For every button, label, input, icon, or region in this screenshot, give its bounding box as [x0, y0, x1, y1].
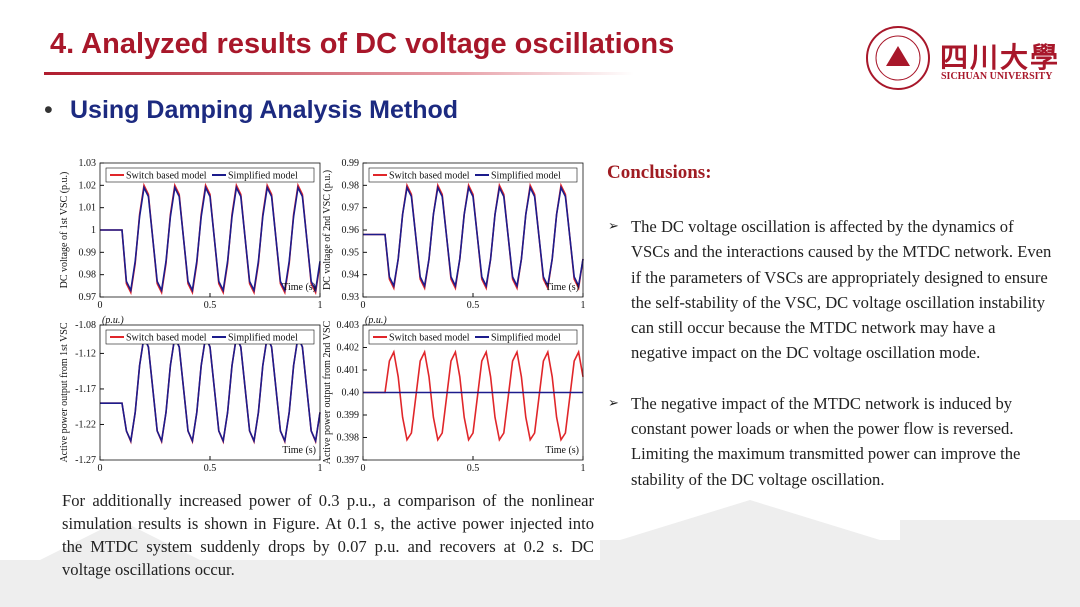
legend-label: Simplified model [228, 333, 298, 344]
legend-label: Switch based model [126, 333, 207, 344]
plot-frame [99, 162, 321, 298]
y-tick-label: 0.99 [79, 247, 97, 258]
legend-label: Simplified model [491, 333, 561, 344]
legend [368, 167, 578, 183]
conclusions-heading: Conclusions: [607, 162, 712, 183]
conclusion-item: The DC voltage oscillation is affected b… [608, 214, 1054, 366]
series-line [363, 185, 584, 289]
series-line [100, 184, 321, 293]
x-tick-label: 0 [361, 463, 366, 474]
y-tick-label: 1.01 [79, 203, 97, 214]
y-tick-label: 0.98 [342, 180, 360, 191]
legend [368, 329, 578, 345]
y-tick-label: 0.403 [337, 320, 360, 331]
y-tick-label: 0.99 [342, 158, 360, 169]
legend [105, 329, 315, 345]
x-axis-label: Time (s) [282, 445, 316, 456]
series-line [363, 349, 584, 442]
y-tick-label: -1.08 [75, 320, 96, 331]
legend-label: Simplified model [228, 171, 298, 182]
y-tick-label: 0.40 [342, 388, 360, 399]
y-tick-label: -1.27 [75, 455, 96, 466]
y-tick-label: 0.97 [342, 203, 360, 214]
plot-frame [362, 162, 584, 298]
y-tick-label: -1.17 [75, 384, 96, 395]
legend-label: Switch based model [389, 333, 470, 344]
legend [105, 167, 315, 183]
y-axis-label: Active power output from 1st VSC [59, 322, 70, 462]
logo-text: 四川大學 [940, 41, 1061, 74]
logo-seal [866, 26, 930, 90]
legend-label: Switch based model [389, 171, 470, 182]
y-tick-label: 1.03 [79, 158, 97, 169]
y-tick-label: 1 [91, 225, 96, 236]
subtitle: Using Damping Analysis Method [44, 96, 458, 125]
legend-label: Simplified model [491, 171, 561, 182]
y-tick-label: -1.12 [75, 348, 96, 359]
y-tick-label: -1.22 [75, 419, 96, 430]
x-tick-label: 0.5 [204, 300, 217, 311]
conclusions: The DC voltage oscillation is affected b… [608, 214, 1054, 517]
y-tick-label: 0.97 [79, 292, 97, 303]
y-tick-label: 1.02 [79, 180, 97, 191]
x-axis-label: Time (s) [545, 282, 579, 293]
y-tick-label: 0.95 [342, 247, 360, 258]
x-tick-label: 0 [361, 300, 366, 311]
y-axis-label: Active power output from 2nd VSC [322, 320, 333, 464]
y-tick-label: 0.94 [342, 270, 360, 281]
y-tick-label: 0.401 [337, 365, 360, 376]
building-silhouette [0, 500, 1080, 607]
y-axis-label: DC voltage of 1st VSC (p.u.) [59, 172, 70, 289]
y-tick-label: 0.402 [337, 343, 360, 354]
y-tick-label: 0.398 [337, 433, 360, 444]
x-tick-label: 0 [98, 300, 103, 311]
x-tick-label: 1 [581, 463, 586, 474]
title: 4. Analyzed results of DC voltage oscill… [50, 28, 675, 60]
legend-label: Switch based model [126, 171, 207, 182]
x-axis-label: Time (s) [545, 445, 579, 456]
x-axis-label: Time (s) [282, 282, 316, 293]
x-tick-label: 0 [98, 463, 103, 474]
y-tick-label: 0.93 [342, 292, 360, 303]
y-tick-label: 0.98 [79, 270, 97, 281]
annotation: (p.u.) [102, 315, 124, 326]
conclusion-item: The negative impact of the MTDC network … [608, 391, 1054, 492]
x-tick-label: 1 [318, 463, 323, 474]
x-tick-label: 1 [318, 300, 323, 311]
logo-text: SICHUAN UNIVERSITY [941, 71, 1053, 82]
y-axis-label: DC voltage of 2nd VSC (p.u.) [322, 170, 333, 290]
x-tick-label: 0.5 [467, 300, 480, 311]
x-tick-label: 0.5 [204, 463, 217, 474]
series-line [100, 334, 321, 444]
y-tick-label: 0.397 [337, 455, 360, 466]
plot-frame [362, 324, 584, 461]
x-tick-label: 1 [581, 300, 586, 311]
y-tick-label: 0.96 [342, 225, 360, 236]
annotation: (p.u.) [365, 315, 387, 326]
plot-frame [99, 324, 321, 461]
y-tick-label: 0.399 [337, 410, 360, 421]
x-tick-label: 0.5 [467, 463, 480, 474]
description: For additionally increased power of 0.3 … [62, 491, 594, 579]
title-rule [44, 72, 634, 75]
